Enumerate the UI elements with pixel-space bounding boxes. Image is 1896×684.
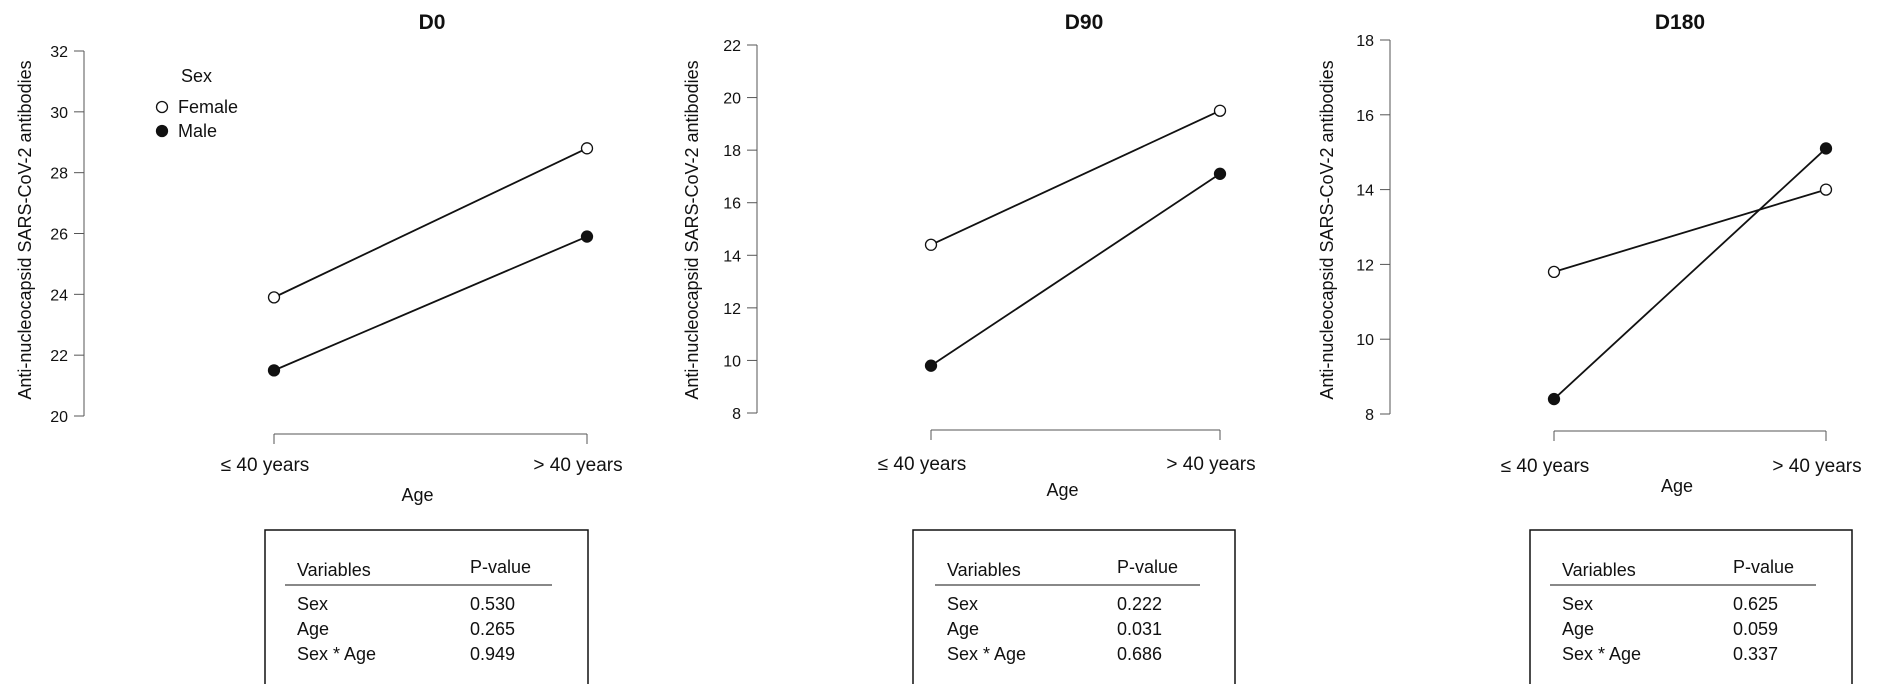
y-tick-label: 12	[1356, 257, 1374, 274]
data-point-female	[1213, 104, 1227, 117]
table-cell-pvalue: 0.337	[1733, 644, 1778, 664]
data-point-female	[267, 291, 281, 304]
table-cell-variable: Sex * Age	[297, 644, 376, 664]
table-cell-variable: Sex * Age	[1562, 644, 1641, 664]
table-header-variables: Variables	[297, 560, 371, 580]
data-point-male	[580, 230, 594, 243]
table-cell-variable: Sex	[947, 594, 978, 614]
data-point-female	[1547, 265, 1561, 279]
data-point-female	[1819, 183, 1833, 196]
y-tick-label: 16	[723, 196, 741, 213]
y-tick-label: 22	[50, 348, 68, 365]
y-tick-label: 18	[723, 143, 741, 160]
y-tick-label: 14	[1356, 183, 1374, 200]
x-axis-label: Age	[401, 485, 433, 505]
table-cell-pvalue: 0.949	[470, 644, 515, 664]
y-tick-label: 12	[723, 301, 741, 318]
x-tick-label: > 40 years	[1166, 454, 1255, 475]
legend-label-male: Male	[178, 121, 217, 141]
x-tick-label: > 40 years	[1772, 456, 1861, 477]
y-tick-label: 32	[50, 44, 68, 61]
y-tick-label: 8	[732, 406, 741, 423]
y-tick-label: 10	[723, 353, 741, 370]
series-line-female	[930, 109, 1221, 246]
table-cell-pvalue: 0.686	[1117, 644, 1162, 664]
y-tick-label: 28	[50, 166, 68, 183]
pvalue-table-box	[912, 529, 1236, 684]
chart-title: D180	[1655, 11, 1705, 34]
table-cell-variable: Sex * Age	[947, 644, 1026, 664]
y-axis-label: Anti-nucleocapsid SARS-CoV-2 antibodies	[15, 60, 35, 399]
table-cell-variable: Age	[297, 619, 329, 639]
table-header-pvalue: P-value	[1117, 557, 1178, 577]
series-line-female	[273, 147, 588, 299]
data-point-female	[924, 238, 938, 251]
legend-marker-male	[155, 124, 169, 138]
pvalue-table-box	[1529, 529, 1853, 684]
table-header-pvalue: P-value	[1733, 557, 1794, 577]
y-axis-label: Anti-nucleocapsid SARS-CoV-2 antibodies	[682, 60, 702, 399]
series-line-female	[1553, 188, 1827, 273]
x-tick-label: ≤ 40 years	[878, 454, 967, 475]
data-point-female	[580, 142, 594, 155]
y-tick-label: 30	[50, 105, 68, 122]
chart-title: D90	[1065, 11, 1104, 34]
table-cell-pvalue: 0.059	[1733, 619, 1778, 639]
data-point-male	[924, 359, 938, 372]
data-point-male	[1819, 142, 1833, 155]
data-point-male	[1213, 167, 1227, 180]
legend-marker-female	[155, 100, 169, 114]
table-header-pvalue: P-value	[470, 557, 531, 577]
table-cell-pvalue: 0.031	[1117, 619, 1162, 639]
y-tick-label: 20	[50, 409, 68, 426]
table-cell-pvalue: 0.222	[1117, 594, 1162, 614]
table-cell-pvalue: 0.625	[1733, 594, 1778, 614]
y-tick-label: 18	[1356, 33, 1374, 50]
table-cell-pvalue: 0.530	[470, 594, 515, 614]
y-tick-label: 26	[50, 227, 68, 244]
series-line-male	[273, 235, 588, 372]
legend-label-female: Female	[178, 97, 238, 117]
y-tick-label: 20	[723, 91, 741, 108]
x-tick-label: > 40 years	[533, 455, 622, 476]
table-cell-pvalue: 0.265	[470, 619, 515, 639]
y-tick-label: 24	[50, 287, 68, 304]
table-cell-variable: Age	[947, 619, 979, 639]
chart-title: D0	[419, 11, 446, 34]
data-point-male	[267, 364, 281, 377]
series-line-male	[930, 173, 1221, 367]
table-cell-variable: Sex	[1562, 594, 1593, 614]
x-tick-label: ≤ 40 years	[221, 455, 310, 476]
series-line-male	[1553, 147, 1827, 400]
table-header-variables: Variables	[1562, 560, 1636, 580]
y-tick-label: 22	[723, 38, 741, 55]
y-tick-label: 16	[1356, 108, 1374, 125]
data-point-male	[1547, 392, 1561, 406]
x-axis-label: Age	[1046, 480, 1078, 500]
y-tick-label: 14	[723, 248, 741, 265]
y-tick-label: 8	[1365, 407, 1374, 424]
pvalue-table-box	[264, 529, 589, 684]
y-tick-label: 10	[1356, 332, 1374, 349]
x-tick-label: ≤ 40 years	[1501, 456, 1590, 477]
table-cell-variable: Age	[1562, 619, 1594, 639]
table-header-variables: Variables	[947, 560, 1021, 580]
y-axis-label: Anti-nucleocapsid SARS-CoV-2 antibodies	[1317, 60, 1337, 399]
legend-title: Sex	[181, 66, 212, 86]
x-axis-label: Age	[1661, 476, 1693, 496]
table-cell-variable: Sex	[297, 594, 328, 614]
